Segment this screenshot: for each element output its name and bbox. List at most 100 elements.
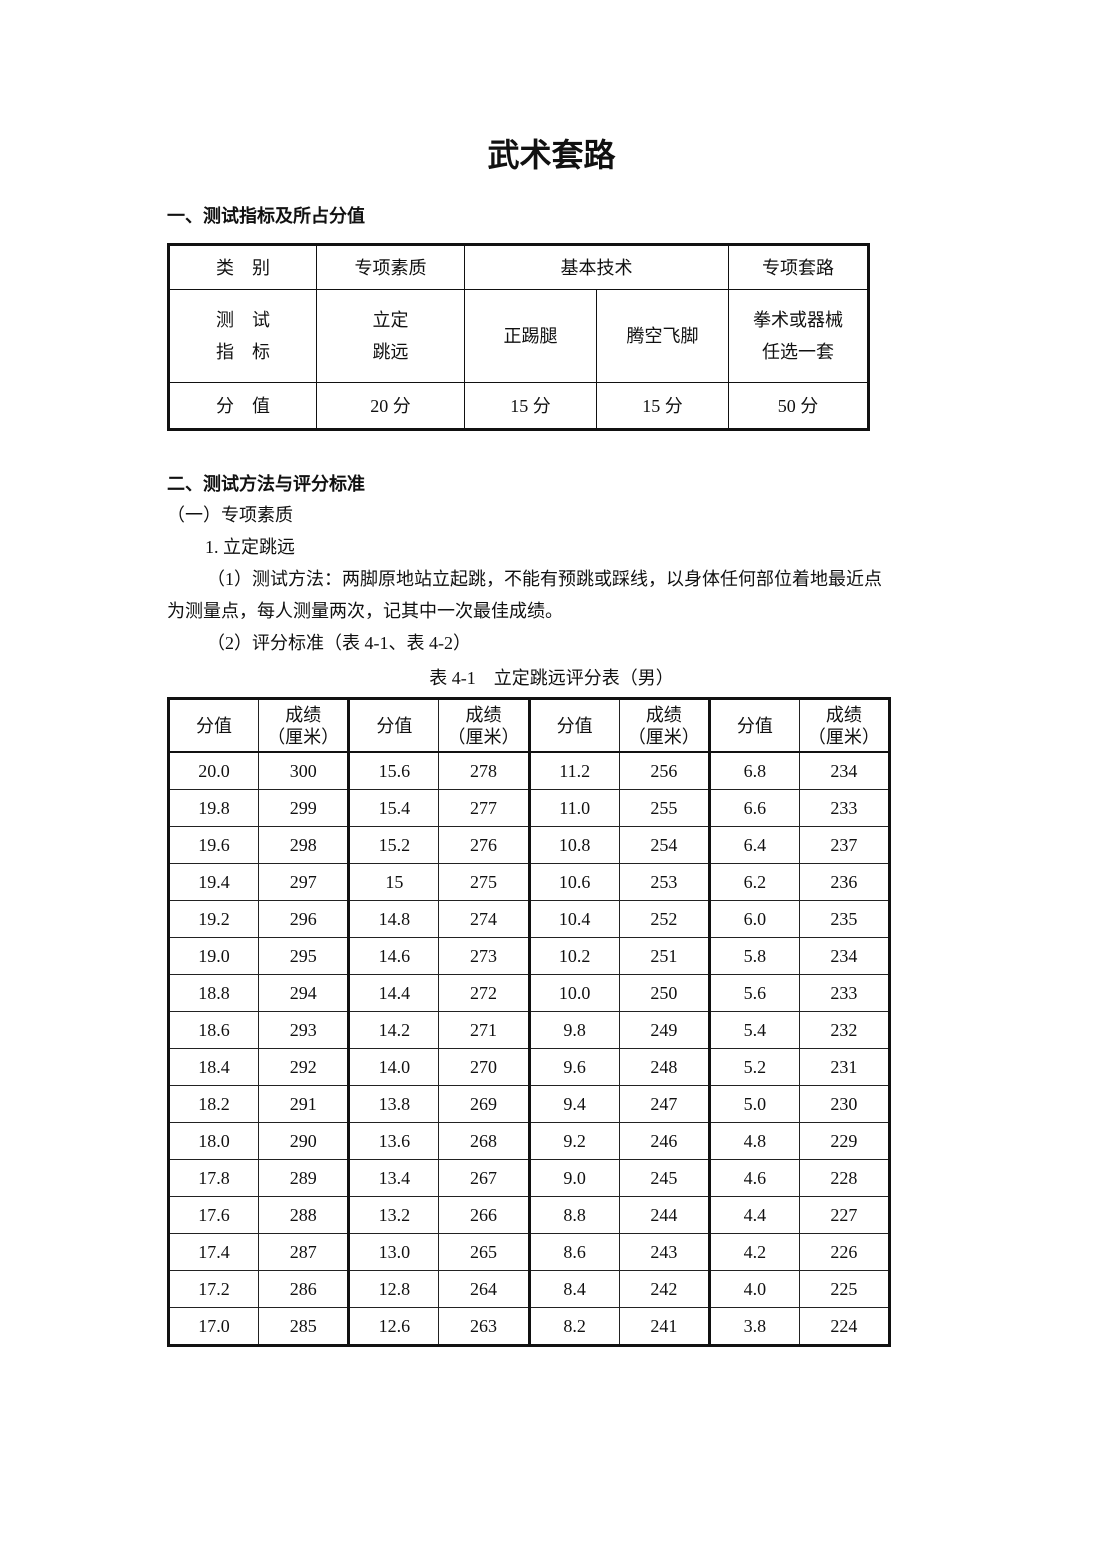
header-result-line1: 成绩: [465, 704, 502, 725]
score-cell: 13.0: [347, 1233, 440, 1271]
header-result-line2: （厘米）: [447, 726, 520, 747]
score-cell: 15.6: [347, 751, 440, 790]
score-cell: 19.8: [167, 789, 260, 827]
score-cell: 8.2: [527, 1307, 620, 1346]
section-heading-1: 一、测试指标及所占分值: [167, 206, 365, 227]
result-cell: 272: [438, 974, 530, 1012]
result-cell: 245: [618, 1159, 710, 1197]
result-cell: 269: [438, 1085, 530, 1123]
score-cell: 10.6: [527, 863, 620, 901]
result-cell: 300: [258, 751, 350, 790]
result-cell: 256: [618, 751, 710, 790]
score-cell: 17.4: [167, 1233, 260, 1271]
table-row: 17.6 288 13.2 266 8.8 244 4.4 227: [167, 1196, 891, 1234]
score-cell: 5.4: [707, 1011, 800, 1049]
score-cell: 9.6: [527, 1048, 620, 1086]
score-cell: 13.2: [347, 1196, 440, 1234]
result-cell: 278: [438, 751, 530, 790]
score-cell: 9.4: [527, 1085, 620, 1123]
table-row: 18.0 290 13.6 268 9.2 246 4.8 229: [167, 1122, 891, 1160]
result-cell: 286: [258, 1270, 350, 1308]
result-cell: 265: [438, 1233, 530, 1271]
header-score: 分值: [527, 698, 620, 753]
method-text-line1: （1）测试方法：两脚原地站立起跳，不能有预跳或踩线，以身体任何部位着地最近点: [207, 569, 882, 589]
table-cell: 立定 跳远: [316, 289, 465, 383]
cell-line: 立定: [372, 310, 409, 330]
score-cell: 5.6: [707, 974, 800, 1012]
score-cell: 19.0: [167, 937, 260, 975]
result-cell: 235: [798, 900, 891, 938]
result-cell: 293: [258, 1011, 350, 1049]
header-result-line1: 成绩: [825, 704, 862, 725]
header-result-line2: （厘米）: [807, 726, 880, 747]
result-cell: 292: [258, 1048, 350, 1086]
result-cell: 289: [258, 1159, 350, 1197]
header-score: 分值: [707, 698, 800, 753]
score-cell: 11.0: [527, 789, 620, 827]
table-row: 19.4 297 15 275 10.6 253 6.2 236: [167, 863, 891, 901]
score-cell: 18.8: [167, 974, 260, 1012]
score-cell: 13.8: [347, 1085, 440, 1123]
result-cell: 291: [258, 1085, 350, 1123]
score-cell: 13.6: [347, 1122, 440, 1160]
score-cell: 18.2: [167, 1085, 260, 1123]
table-cell: 15 分: [596, 382, 729, 430]
header-result: 成绩 （厘米）: [438, 698, 530, 753]
table-row: 18.6 293 14.2 271 9.8 249 5.4 232: [167, 1011, 891, 1049]
result-cell: 246: [618, 1122, 710, 1160]
score-cell: 4.2: [707, 1233, 800, 1271]
result-cell: 270: [438, 1048, 530, 1086]
method-text-line2: 为测量点，每人测量两次，记其中一次最佳成绩。: [167, 601, 563, 621]
score-cell: 15: [347, 863, 440, 901]
result-cell: 264: [438, 1270, 530, 1308]
score-cell: 4.0: [707, 1270, 800, 1308]
result-cell: 233: [798, 974, 891, 1012]
header-score: 分值: [167, 698, 260, 753]
result-cell: 277: [438, 789, 530, 827]
result-cell: 252: [618, 900, 710, 938]
score-cell: 19.6: [167, 826, 260, 864]
header-result-line1: 成绩: [645, 704, 682, 725]
table-row: 19.6 298 15.2 276 10.8 254 6.4 237: [167, 826, 891, 864]
score-cell: 15.4: [347, 789, 440, 827]
cell-line: 跳远: [372, 342, 409, 362]
table-cell: 20 分: [316, 382, 465, 430]
score-cell: 4.6: [707, 1159, 800, 1197]
table-header-row: 分值 成绩 （厘米） 分值 成绩 （厘米） 分值 成绩 （厘米） 分值 成绩 （厘米）: [167, 698, 891, 753]
result-cell: 231: [798, 1048, 891, 1086]
result-cell: 275: [438, 863, 530, 901]
table-row: 17.0 285 12.6 263 8.2 241 3.8 224: [167, 1307, 891, 1346]
result-cell: 298: [258, 826, 350, 864]
header-score: 分值: [347, 698, 440, 753]
result-cell: 224: [798, 1307, 891, 1346]
result-cell: 288: [258, 1196, 350, 1234]
result-cell: 254: [618, 826, 710, 864]
result-cell: 243: [618, 1233, 710, 1271]
score-cell: 5.0: [707, 1085, 800, 1123]
score-cell: 19.2: [167, 900, 260, 938]
result-cell: 249: [618, 1011, 710, 1049]
result-cell: 230: [798, 1085, 891, 1123]
table-row: 17.8 289 13.4 267 9.0 245 4.6 228: [167, 1159, 891, 1197]
result-cell: 241: [618, 1307, 710, 1346]
table-row: 19.2 296 14.8 274 10.4 252 6.0 235: [167, 900, 891, 938]
score-cell: 18.6: [167, 1011, 260, 1049]
score-cell: 10.4: [527, 900, 620, 938]
result-cell: 227: [798, 1196, 891, 1234]
item-heading: 1. 立定跳远: [205, 537, 295, 557]
score-cell: 18.4: [167, 1048, 260, 1086]
table-cell: 测 试指 标: [168, 289, 317, 383]
result-cell: 263: [438, 1307, 530, 1346]
table-row: 测 试指 标 立定 跳远 正踢腿 腾空飞脚 拳术或器械 任选一套: [168, 289, 869, 383]
header-result-line1: 成绩: [285, 704, 322, 725]
score-cell: 8.8: [527, 1196, 620, 1234]
score-cell: 14.6: [347, 937, 440, 975]
result-cell: 266: [438, 1196, 530, 1234]
score-cell: 4.8: [707, 1122, 800, 1160]
table-cell: 专项套路: [728, 244, 869, 290]
table-cell: 15 分: [464, 382, 597, 430]
cell-line: 任选一套: [762, 342, 834, 362]
table-cell: 专项素质: [316, 244, 465, 290]
header-result-line2: （厘米）: [627, 726, 700, 747]
result-cell: 294: [258, 974, 350, 1012]
